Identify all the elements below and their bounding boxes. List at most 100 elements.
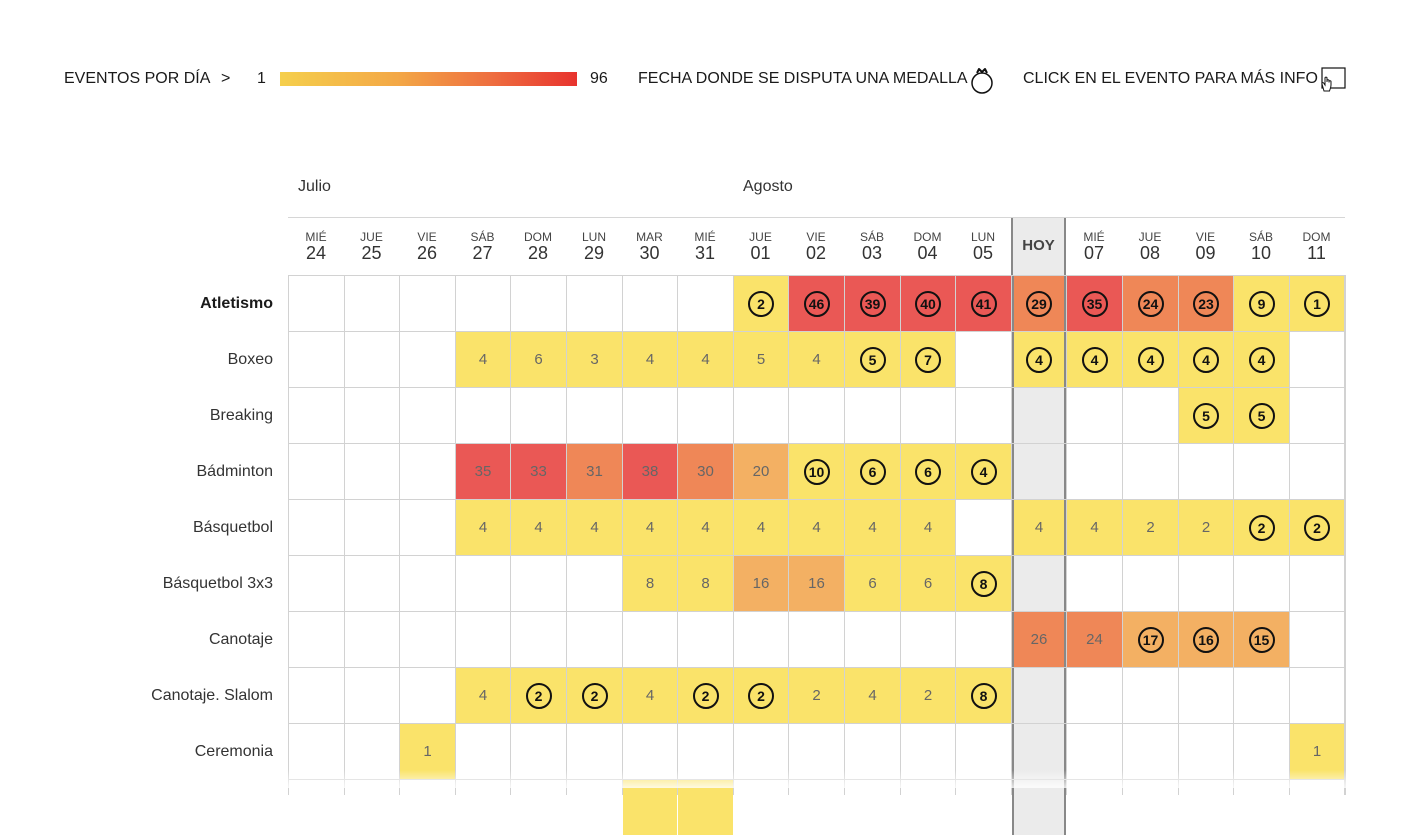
event-cell-medal[interactable]: 4 <box>1234 332 1289 387</box>
empty-cell <box>1290 668 1344 723</box>
event-cell[interactable]: 4 <box>789 332 844 387</box>
event-cell-medal[interactable]: 46 <box>789 276 844 331</box>
weekday-label: JUE <box>1138 230 1162 244</box>
event-cell-medal[interactable]: 17 <box>1123 612 1178 667</box>
event-cell-medal[interactable]: 4 <box>1179 332 1233 387</box>
event-count: 4 <box>645 351 655 368</box>
event-cell-medal[interactable]: 4 <box>1067 332 1122 387</box>
event-cell[interactable]: 4 <box>734 500 788 555</box>
event-cell-medal[interactable]: 5 <box>845 332 900 387</box>
event-cell-medal[interactable]: 35 <box>1067 276 1122 331</box>
event-cell[interactable]: 4 <box>511 500 566 555</box>
event-cell[interactable]: 5 <box>734 332 788 387</box>
event-cell[interactable]: 4 <box>1067 500 1122 555</box>
day-header-cell: DOM 11 <box>1289 218 1344 275</box>
event-count: 20 <box>752 463 770 480</box>
empty-cell <box>623 276 677 331</box>
event-cell-medal[interactable]: 16 <box>1179 612 1233 667</box>
event-cell-medal[interactable]: 2 <box>734 276 788 331</box>
event-cell[interactable]: 4 <box>623 500 677 555</box>
event-cell[interactable]: 30 <box>678 444 733 499</box>
event-cell-medal[interactable]: 23 <box>1179 276 1233 331</box>
event-cell[interactable]: 4 <box>456 500 510 555</box>
medal-count-badge: 40 <box>915 290 941 317</box>
event-cell-medal[interactable]: 7 <box>901 332 955 387</box>
event-cell[interactable]: 4 <box>789 500 844 555</box>
event-cell[interactable]: 6 <box>901 556 955 611</box>
event-cell-medal[interactable]: 2 <box>567 668 622 723</box>
event-cell[interactable]: 2 <box>901 668 955 723</box>
event-cell-medal[interactable]: 5 <box>1179 388 1233 443</box>
event-cell[interactable]: 24 <box>1067 612 1122 667</box>
empty-cell <box>623 612 677 667</box>
event-cell[interactable]: 6 <box>511 332 566 387</box>
event-cell[interactable]: 33 <box>511 444 566 499</box>
event-cell-medal[interactable]: 4 <box>1123 332 1178 387</box>
event-cell[interactable]: 3 <box>567 332 622 387</box>
empty-cell <box>456 780 510 835</box>
event-cell-medal[interactable]: 8 <box>956 556 1011 611</box>
empty-cell <box>1179 668 1233 723</box>
event-cell-medal[interactable]: 29 <box>1012 276 1066 331</box>
event-cell-medal[interactable]: 10 <box>789 444 844 499</box>
empty-cell <box>289 276 344 331</box>
event-cell[interactable]: 2 <box>789 668 844 723</box>
event-cell[interactable] <box>623 780 677 835</box>
event-cell[interactable]: 26 <box>1012 612 1066 667</box>
event-cell-medal[interactable]: 6 <box>901 444 955 499</box>
event-cell[interactable]: 4 <box>678 332 733 387</box>
event-cell-medal[interactable]: 39 <box>845 276 900 331</box>
event-cell[interactable] <box>678 780 733 835</box>
event-cell[interactable]: 1 <box>1290 724 1344 779</box>
event-cell[interactable]: 4 <box>623 332 677 387</box>
event-cell-medal[interactable]: 8 <box>956 668 1011 723</box>
event-cell[interactable]: 2 <box>1179 500 1233 555</box>
event-cell[interactable]: 4 <box>623 668 677 723</box>
event-cell[interactable]: 4 <box>678 500 733 555</box>
empty-cell <box>456 388 510 443</box>
event-cell[interactable]: 4 <box>1012 500 1066 555</box>
event-cell[interactable]: 4 <box>567 500 622 555</box>
event-cell[interactable]: 16 <box>789 556 844 611</box>
event-cell[interactable]: 2 <box>1123 500 1178 555</box>
event-cell-medal[interactable]: 2 <box>678 668 733 723</box>
event-cell[interactable]: 6 <box>845 556 900 611</box>
event-cell-medal[interactable]: 24 <box>1123 276 1178 331</box>
event-cell[interactable]: 4 <box>456 332 510 387</box>
event-cell-medal[interactable]: 2 <box>1290 500 1344 555</box>
event-cell-medal[interactable]: 41 <box>956 276 1011 331</box>
event-cell[interactable]: 8 <box>678 556 733 611</box>
empty-cell <box>289 388 344 443</box>
event-cell[interactable]: 1 <box>400 724 455 779</box>
event-cell[interactable]: 4 <box>845 668 900 723</box>
event-cell[interactable]: 38 <box>623 444 677 499</box>
event-cell-medal[interactable]: 9 <box>1234 276 1289 331</box>
event-cell[interactable]: 4 <box>901 500 955 555</box>
weekday-label: SÁB <box>859 230 884 244</box>
event-cell-medal[interactable]: 2 <box>1234 500 1289 555</box>
event-cell-medal[interactable]: 6 <box>845 444 900 499</box>
event-cell[interactable]: 35 <box>456 444 510 499</box>
empty-cell <box>956 500 1011 555</box>
event-cell[interactable]: 16 <box>734 556 788 611</box>
event-count: 3 <box>590 351 599 368</box>
medal-count-badge: 17 <box>1137 626 1164 653</box>
event-cell[interactable]: 20 <box>734 444 788 499</box>
empty-cell <box>1234 724 1289 779</box>
event-cell-medal[interactable]: 1 <box>1290 276 1344 331</box>
event-cell-medal[interactable]: 5 <box>1234 388 1289 443</box>
event-count: 4 <box>701 519 710 536</box>
event-cell-medal[interactable]: 2 <box>511 668 566 723</box>
empty-cell <box>289 724 344 779</box>
event-cell-medal[interactable]: 15 <box>1234 612 1289 667</box>
event-cell-medal[interactable]: 40 <box>901 276 955 331</box>
event-cell[interactable]: 4 <box>456 668 510 723</box>
empty-cell <box>1290 780 1344 835</box>
medal-count-badge: 2 <box>1248 514 1275 541</box>
event-cell[interactable]: 4 <box>845 500 900 555</box>
event-cell-medal[interactable]: 2 <box>734 668 788 723</box>
event-cell-medal[interactable]: 4 <box>956 444 1011 499</box>
event-cell[interactable]: 31 <box>567 444 622 499</box>
event-cell-medal[interactable]: 4 <box>1012 332 1066 387</box>
event-cell[interactable]: 8 <box>623 556 677 611</box>
